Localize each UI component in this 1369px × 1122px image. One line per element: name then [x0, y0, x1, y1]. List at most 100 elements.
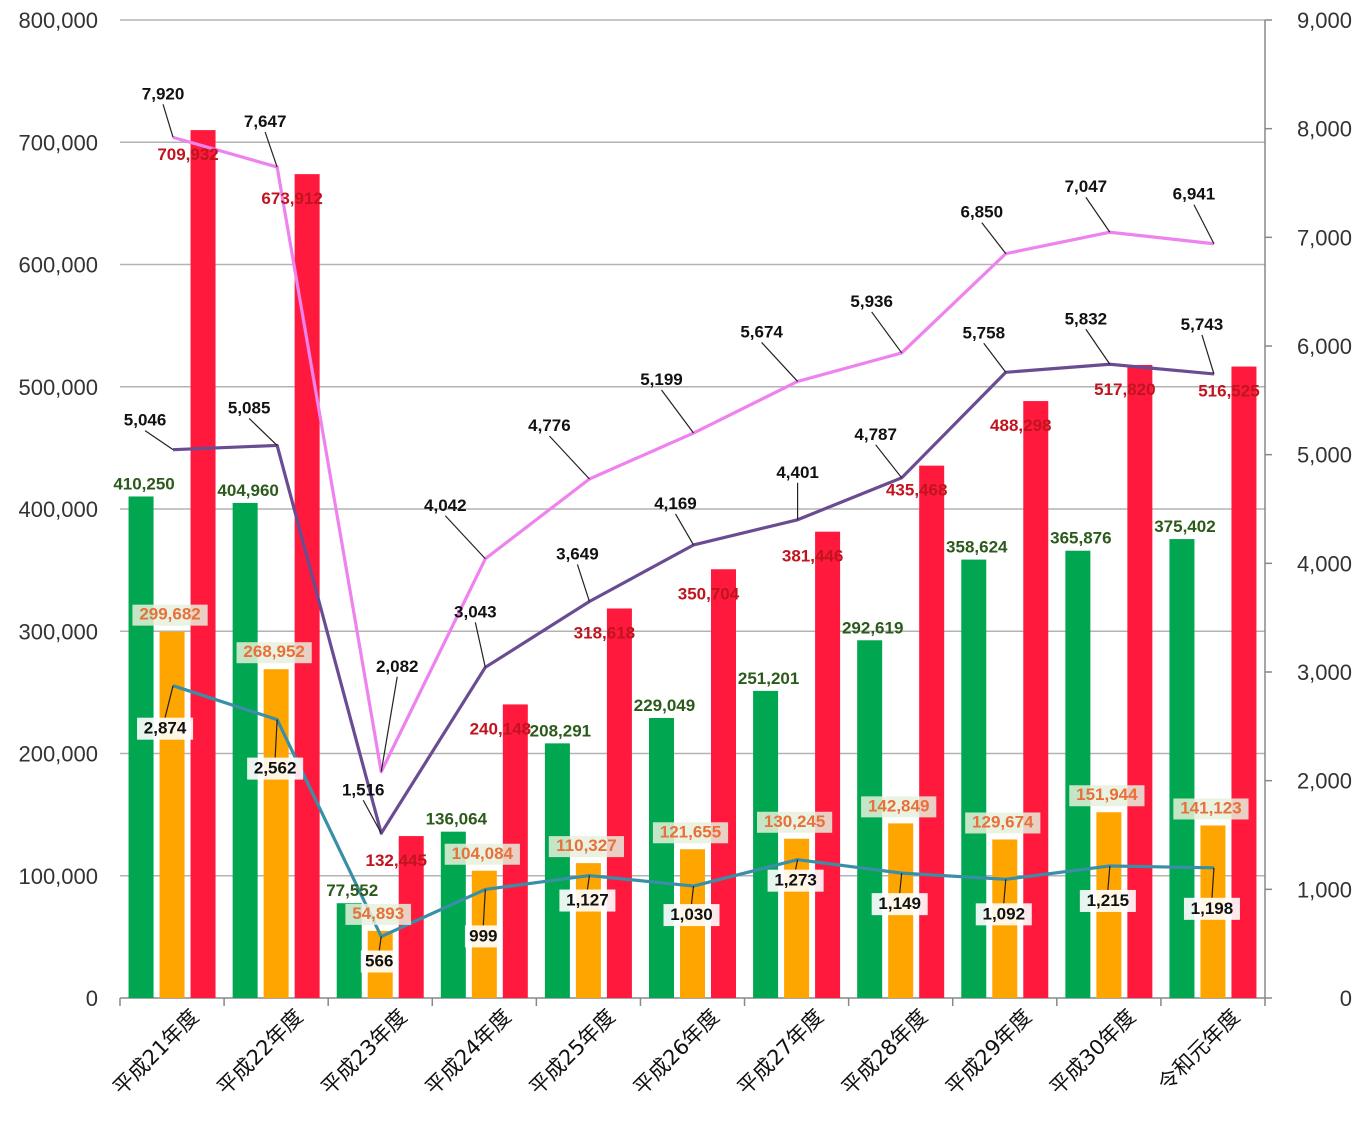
left-tick-label: 600,000 [18, 253, 98, 278]
leader-line [444, 515, 486, 560]
line-label-bg [247, 757, 304, 780]
bar-label-green: 208,291 [530, 721, 591, 740]
bar-label-red: 516,525 [1198, 382, 1259, 401]
bar-label-orange: 151,944 [1076, 785, 1138, 804]
bar [961, 559, 987, 998]
leader-line [795, 859, 799, 870]
line-label: 566 [365, 951, 393, 970]
right-tick-label: 8,000 [1297, 117, 1352, 142]
leader-line [1211, 867, 1215, 898]
bar [544, 743, 570, 998]
category-label: 平成25年度 [525, 1005, 620, 1100]
bar-label-green: 365,876 [1050, 529, 1111, 548]
leader-line [164, 685, 174, 718]
bar [753, 690, 779, 998]
line-label: 3,649 [556, 544, 599, 563]
left-tick-label: 800,000 [18, 8, 98, 33]
leader-line [576, 564, 590, 602]
leader-line [274, 719, 278, 758]
leader-line [474, 622, 486, 668]
line-series [172, 135, 1215, 774]
category-label: 平成29年度 [941, 1005, 1036, 1100]
bar [159, 631, 185, 998]
leader-line [983, 342, 1007, 373]
leader-line [378, 936, 382, 951]
line-label: 5,758 [962, 323, 1005, 342]
right-tick-label: 6,000 [1297, 334, 1352, 359]
leader-line [674, 513, 695, 546]
line-label: 2,082 [376, 657, 419, 676]
bar-label-red: 350,704 [678, 584, 740, 603]
bar [1023, 401, 1049, 999]
bar-label-orange-bg [1173, 798, 1249, 820]
leader-line [1107, 865, 1111, 891]
bar [232, 502, 258, 998]
category-label: 平成24年度 [421, 1005, 516, 1100]
category-label: 平成30年度 [1045, 1005, 1140, 1100]
bar-data-labels: 410,250 404,960 77,552 136,064 208,291 229,04… [113, 145, 1260, 925]
leader-line [162, 104, 174, 138]
line-label: 1,127 [566, 891, 609, 910]
bar [711, 569, 736, 998]
bar-label-orange: 268,952 [243, 642, 304, 661]
line-label: 4,042 [424, 496, 467, 515]
left-tick-label: 0 [86, 986, 98, 1011]
leader-line [899, 873, 903, 894]
category-label: 平成28年度 [837, 1005, 932, 1100]
line-label: 1,030 [670, 905, 713, 924]
bar-label-orange-bg [132, 604, 208, 626]
bar [128, 496, 154, 998]
right-axis-ticks: 0 1,000 2,000 3,000 4,000 5,000 6,000 7,000 8,00… [1297, 8, 1352, 1011]
bar [190, 130, 216, 998]
bar-label-red: 132,445 [366, 851, 427, 870]
left-tick-label: 400,000 [18, 497, 98, 522]
bar-label-green: 410,250 [113, 474, 174, 493]
leader-line [248, 417, 278, 446]
leader-line [264, 131, 278, 168]
left-tick-label: 200,000 [18, 742, 98, 767]
bar-label-red: 488,298 [990, 416, 1051, 435]
bar [649, 717, 674, 998]
line-label: 4,169 [654, 494, 697, 513]
bar-label-green: 251,201 [738, 669, 799, 688]
line-label: 3,043 [454, 602, 497, 621]
category-label: 平成22年度 [212, 1005, 307, 1100]
bar-label-orange-bg [444, 843, 520, 865]
bar-label-orange: 299,682 [139, 605, 200, 624]
line-label: 1,215 [1087, 891, 1130, 910]
left-tick-label: 300,000 [18, 619, 98, 644]
line-data-labels: 7,920 7,647 2,082 4,042 4,776 5,199 5,674 5,936… [124, 84, 1240, 973]
bar-label-green: 292,619 [842, 618, 903, 637]
line-label-bg [663, 904, 720, 927]
leader-line [871, 311, 903, 354]
line-label: 5,832 [1065, 309, 1108, 328]
leader-line [586, 875, 591, 890]
category-label: 平成21年度 [108, 1005, 203, 1100]
leader-line [661, 389, 694, 434]
line-label: 2,874 [144, 719, 187, 738]
right-tick-label: 0 [1340, 986, 1352, 1011]
leader-line [1003, 879, 1007, 904]
bar-label-orange: 129,674 [972, 812, 1034, 831]
line-label-bg [767, 869, 824, 892]
line-label: 5,085 [228, 398, 271, 417]
line-label: 5,743 [1181, 315, 1224, 334]
line-label: 5,936 [850, 292, 893, 311]
left-tick-label: 700,000 [18, 130, 98, 155]
bar-label-orange-bg [965, 812, 1041, 834]
line-label: 1,092 [982, 904, 1025, 923]
leader-line [380, 676, 398, 772]
line-label-bg [464, 925, 502, 948]
bar-label-orange: 110,327 [556, 836, 617, 855]
leader-line [362, 799, 382, 834]
line-label: 1,516 [342, 780, 385, 799]
leader-line [1201, 334, 1215, 375]
line-label: 4,401 [776, 463, 819, 482]
category-label: 平成26年度 [629, 1005, 724, 1100]
leader-line [144, 430, 174, 451]
category-labels: 平成21年度 平成22年度 平成23年度 平成24年度 平成25年度 平成26年度 平成27… [108, 1005, 1244, 1100]
line-label: 5,199 [640, 370, 683, 389]
leader-line [1193, 204, 1215, 245]
right-tick-label: 9,000 [1297, 8, 1352, 33]
